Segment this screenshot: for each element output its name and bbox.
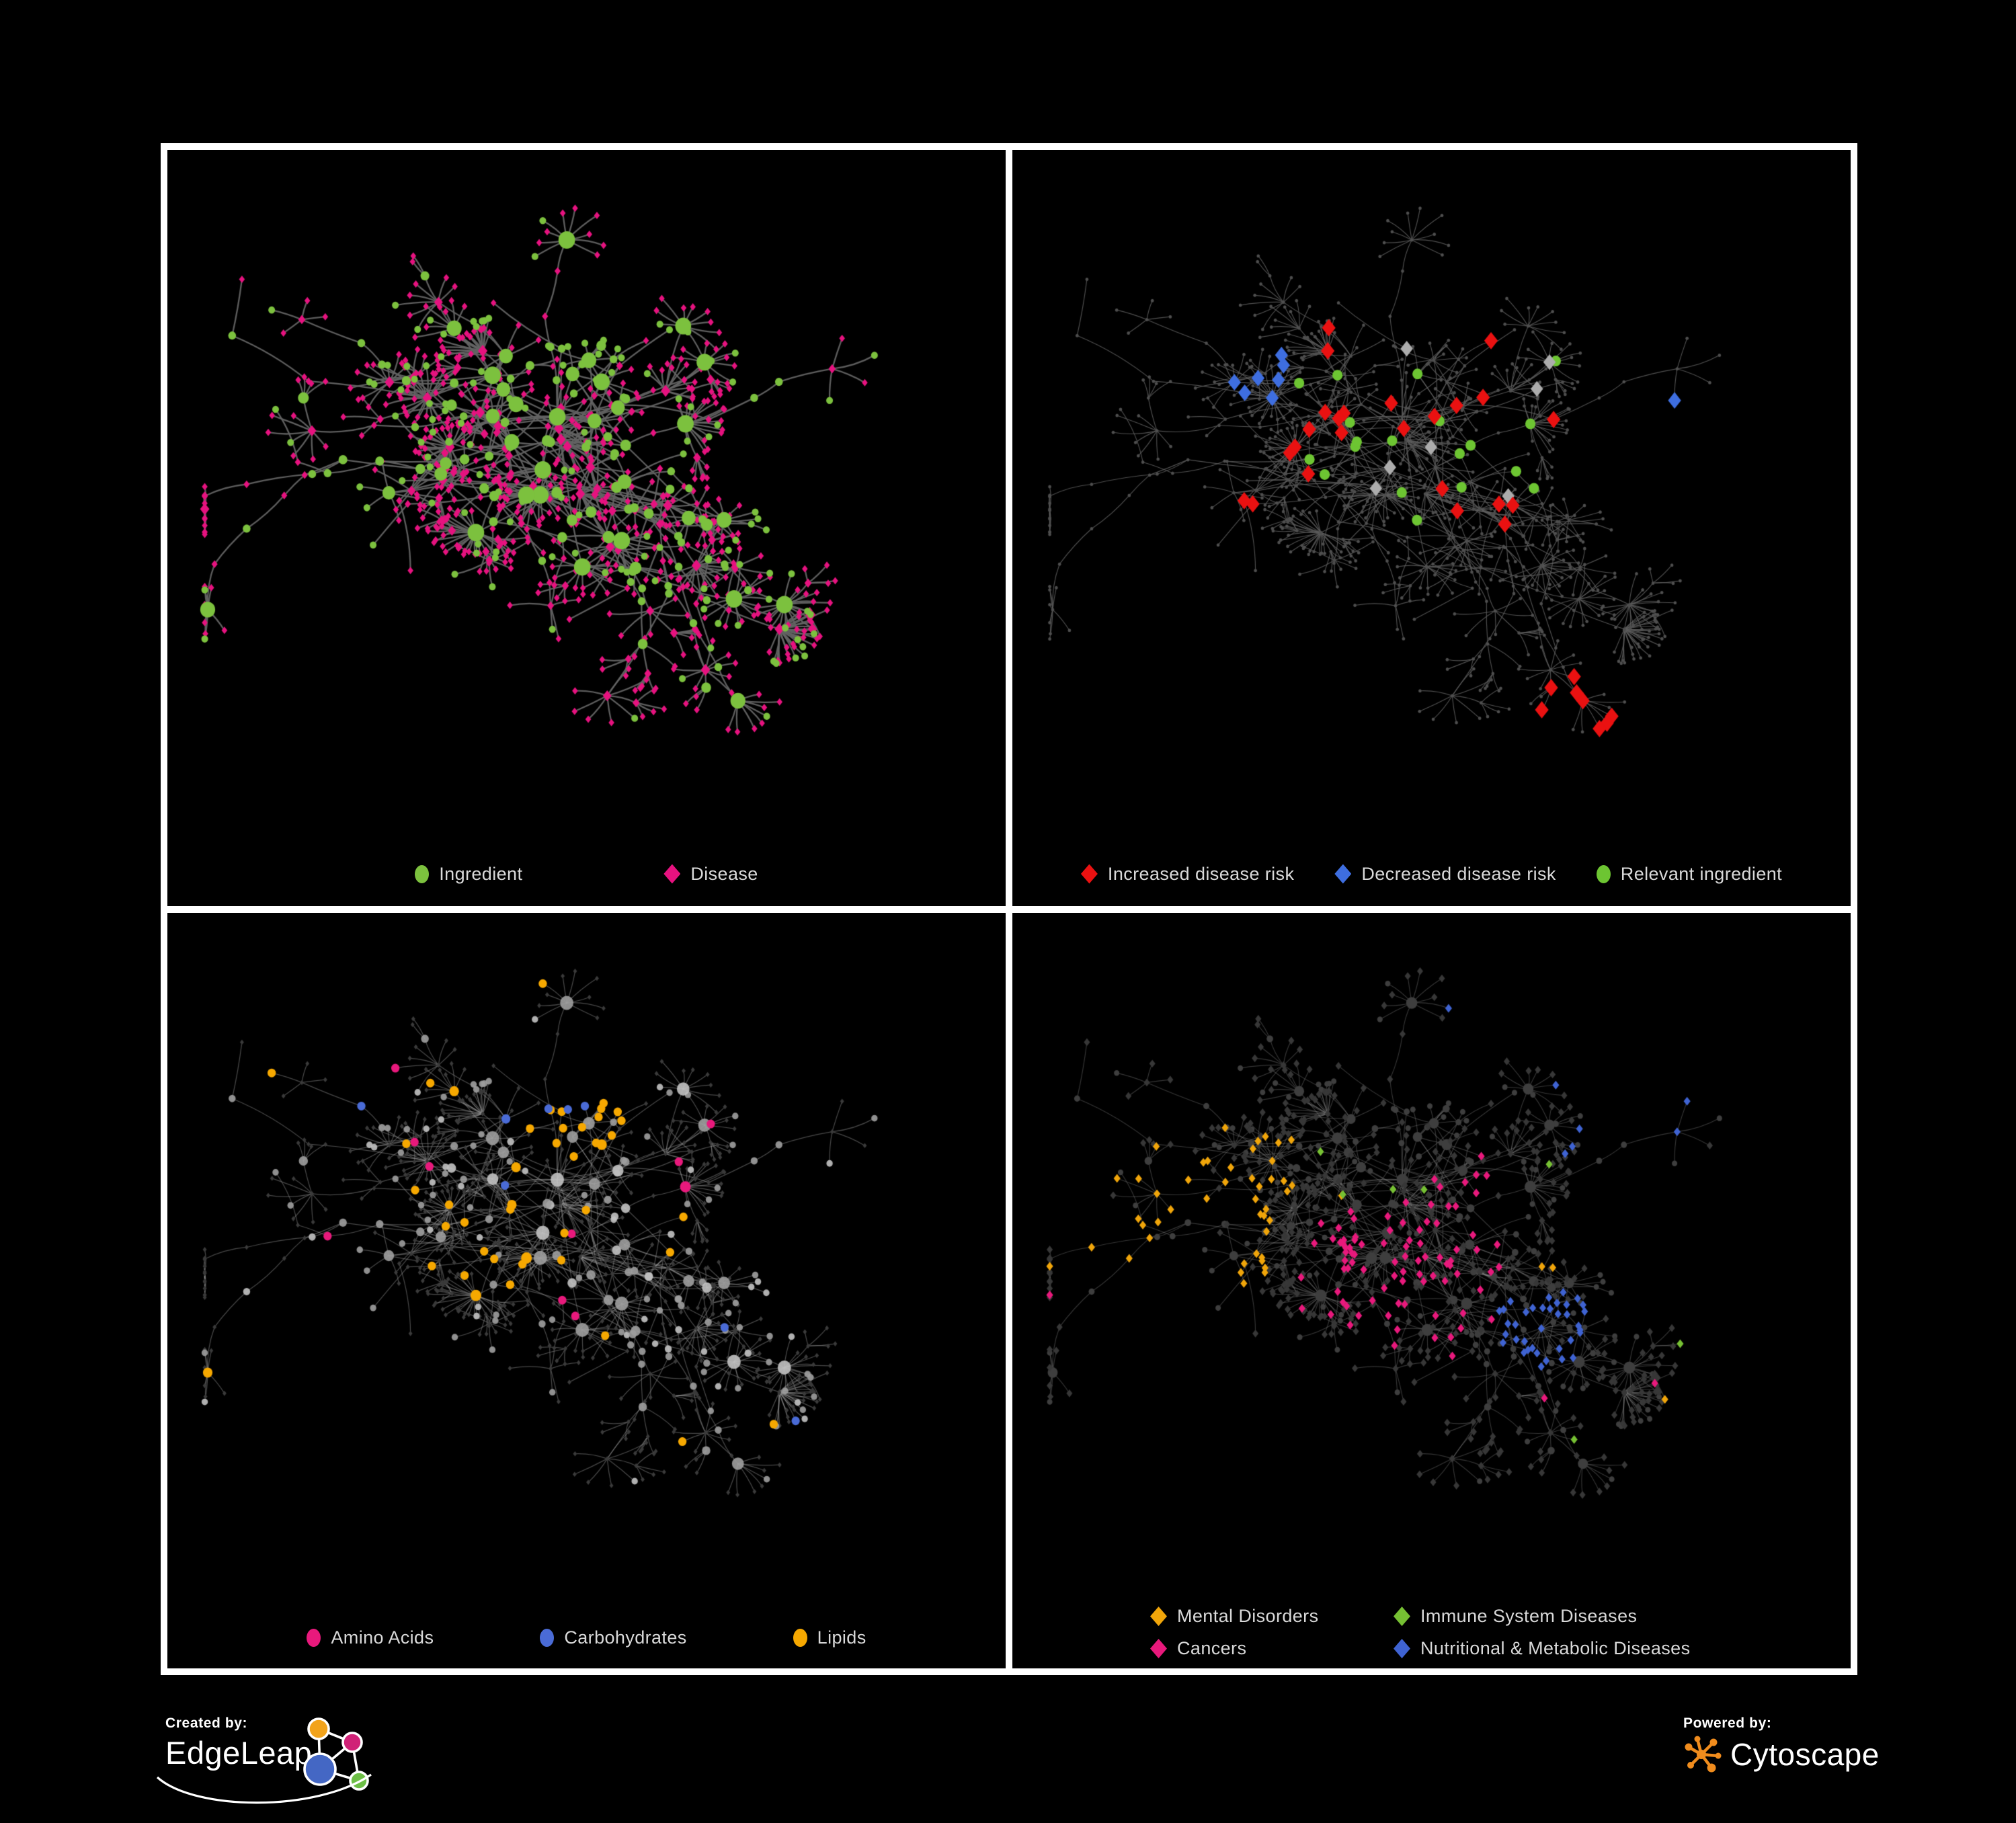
legend-label: Ingredient	[439, 863, 523, 884]
ellipse-glyph	[540, 1629, 555, 1647]
ellipse-glyph	[415, 864, 430, 883]
edgeleap-logo-swoosh	[156, 1773, 372, 1804]
edgeleap-credit: Created by: EdgeLeap	[156, 1715, 434, 1823]
legend-label: Increased disease risk	[1107, 863, 1295, 884]
legend-ingredient-disease: Ingredient Disease	[167, 864, 1006, 885]
quad-panel-frame: Ingredient Disease Increased disease risk…	[161, 143, 1857, 1675]
legend-label: Immune System Diseases	[1420, 1606, 1638, 1626]
cytoscape-logo-text: Cytoscape	[1730, 1737, 1880, 1772]
powered-by-label: Powered by:	[1683, 1715, 1772, 1731]
legend-item: Ingredient	[415, 864, 522, 885]
legend-label: Disease	[690, 863, 758, 884]
diamond-glyph	[1334, 864, 1352, 884]
legend-item: Relevant ingredient	[1596, 863, 1783, 885]
legend-disease-categories: Mental Disorders Immune System Diseases Ca…	[1150, 1606, 1690, 1659]
ellipse-glyph	[1596, 864, 1611, 883]
network-canvas-disease-risk	[1012, 150, 1851, 906]
network-canvas-nutrient-classes	[167, 912, 1006, 1668]
diamond-glyph	[663, 864, 681, 884]
diamond-glyph	[1394, 1639, 1410, 1658]
cytoscape-credit: Powered by: Cytoscape	[1683, 1715, 1898, 1774]
legend-label: Decreased disease risk	[1361, 863, 1556, 884]
legend-item: Nutritional & Metabolic Diseases	[1394, 1638, 1690, 1659]
legend-item: Immune System Diseases	[1394, 1606, 1690, 1627]
legend-item: Decreased disease risk	[1334, 864, 1556, 885]
panel-ingredient-disease: Ingredient Disease	[167, 150, 1006, 906]
panel-disease-categories: Mental Disorders Immune System Diseases Ca…	[1012, 912, 1851, 1668]
legend-label: Lipids	[817, 1627, 866, 1648]
created-by-label: Created by:	[165, 1715, 248, 1731]
legend-label: Carbohydrates	[564, 1627, 687, 1648]
legend-label: Cancers	[1177, 1638, 1247, 1658]
legend-item: Increased disease risk	[1080, 863, 1295, 885]
panel-nutrient-classes: Amino Acids Carbohydrates Lipids	[167, 912, 1006, 1668]
legend-item: Cancers	[1150, 1638, 1394, 1659]
edgeleap-logo-text: EdgeLeap	[165, 1735, 313, 1771]
diamond-glyph	[1080, 864, 1098, 884]
legend-item: Amino Acids	[307, 1627, 434, 1648]
edgeleap-logo-icon	[303, 1717, 369, 1791]
legend-nutrient-classes: Amino Acids Carbohydrates Lipids	[167, 1627, 1006, 1648]
legend-label: Mental Disorders	[1177, 1606, 1319, 1626]
legend-item: Lipids	[793, 1627, 866, 1648]
diamond-glyph	[1394, 1607, 1410, 1626]
legend-disease-risk: Increased disease risk Decreased disease …	[1012, 864, 1851, 885]
legend-label: Amino Acids	[331, 1627, 434, 1648]
ellipse-glyph	[793, 1629, 807, 1647]
diamond-glyph	[1150, 1639, 1167, 1658]
panel-disease-risk: Increased disease risk Decreased disease …	[1012, 150, 1851, 906]
legend-item: Mental Disorders	[1150, 1606, 1394, 1627]
legend-item: Carbohydrates	[540, 1627, 686, 1648]
network-canvas-disease-categories	[1012, 912, 1851, 1668]
legend-label: Relevant ingredient	[1620, 863, 1783, 884]
cytoscape-logo-icon	[1685, 1736, 1722, 1773]
legend-item: Disease	[663, 864, 758, 885]
network-canvas-ingredient-disease	[167, 150, 1006, 906]
legend-label: Nutritional & Metabolic Diseases	[1420, 1638, 1691, 1658]
ellipse-glyph	[307, 1629, 321, 1647]
diamond-glyph	[1150, 1607, 1167, 1626]
